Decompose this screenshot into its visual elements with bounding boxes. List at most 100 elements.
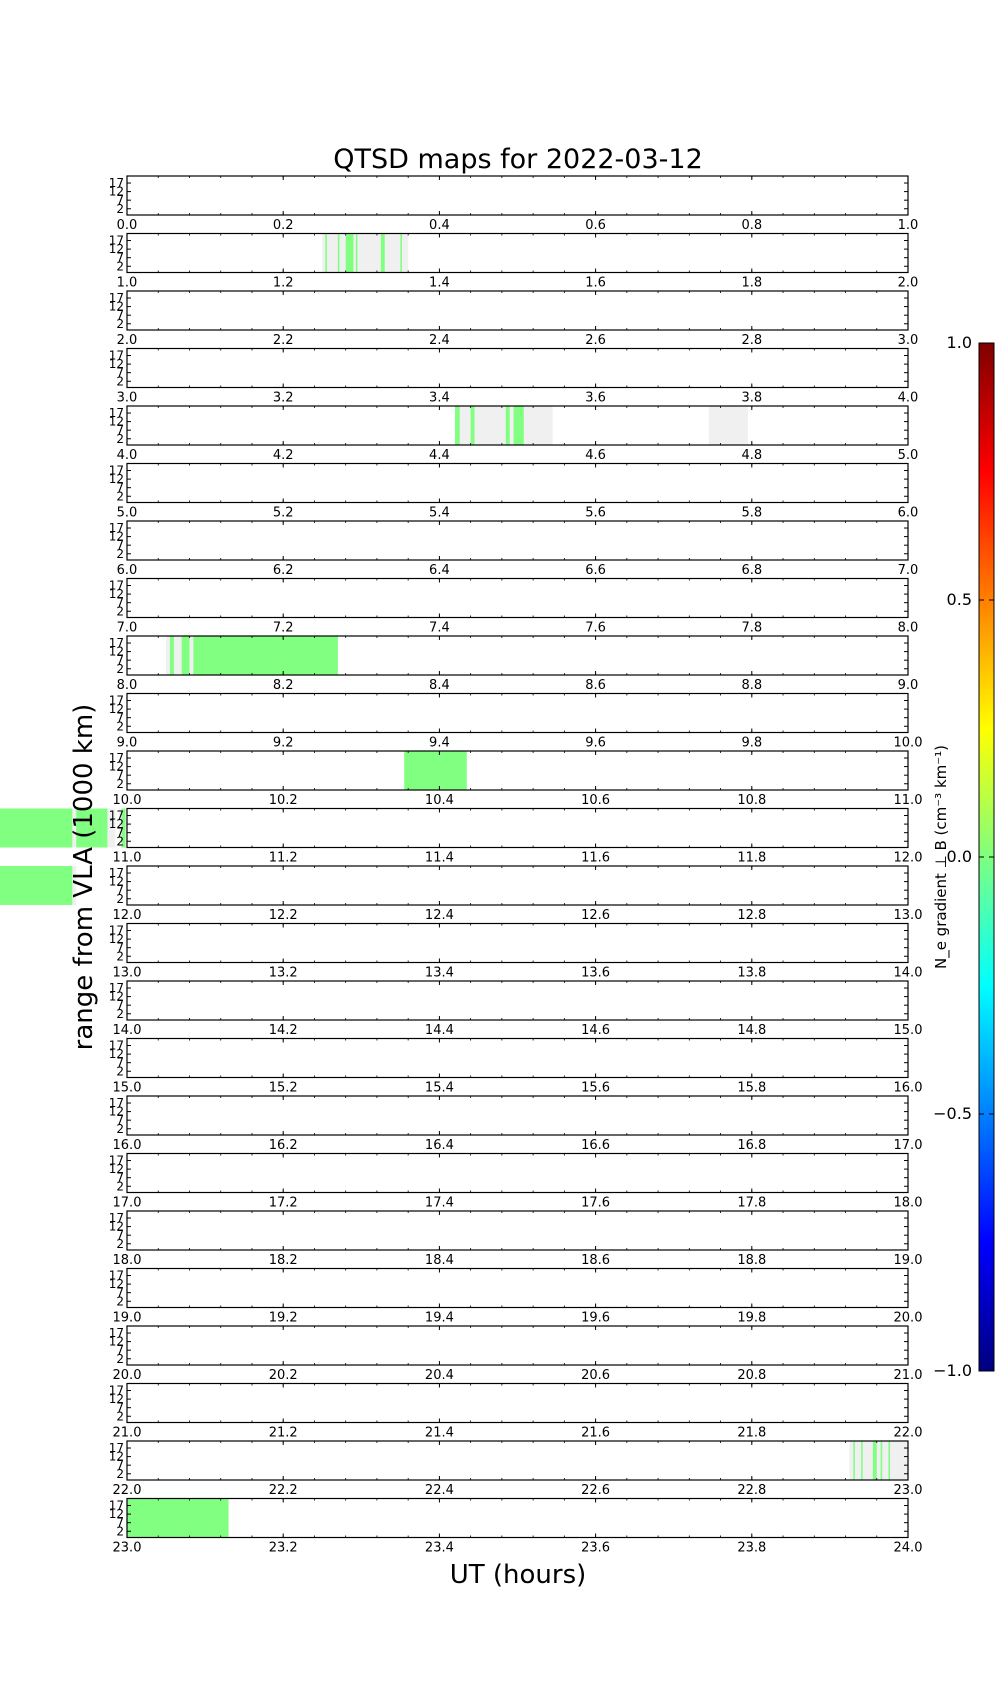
x-tick-label: 8.2 xyxy=(273,678,294,693)
x-tick-label: 7.2 xyxy=(273,621,294,636)
x-tick-label: 19.8 xyxy=(737,1311,766,1326)
gradient-block xyxy=(404,751,467,790)
x-tick-label: 11.4 xyxy=(425,851,454,866)
gradient-block xyxy=(181,636,190,675)
panel-frame xyxy=(126,635,909,676)
x-tick-label: 22.2 xyxy=(269,1483,298,1498)
y-tick-label: 17 xyxy=(109,579,124,593)
y-tick-label: 17 xyxy=(109,521,124,535)
x-tick-label: 4.0 xyxy=(898,391,919,406)
x-tick-label: 17.0 xyxy=(894,1138,923,1153)
x-tick-label: 22.6 xyxy=(581,1483,610,1498)
panel-frame xyxy=(126,577,909,619)
x-tick-label: 4.2 xyxy=(273,448,294,463)
x-tick-label: 15.4 xyxy=(425,1081,454,1096)
y-tick-label: 12 xyxy=(109,472,124,486)
x-tick-label: 9.0 xyxy=(898,678,919,693)
y-tick-label: 17 xyxy=(109,866,124,880)
x-tick-label: 14.0 xyxy=(113,1023,142,1038)
x-tick-label: 9.2 xyxy=(273,736,294,751)
y-tick-label: 2 xyxy=(116,719,124,733)
x-tick-label: 16.4 xyxy=(425,1138,454,1153)
panel-frame xyxy=(126,462,909,504)
x-tick-label: 11.0 xyxy=(894,793,923,808)
x-tick-label: 10.8 xyxy=(737,793,766,808)
x-tick-label: 18.0 xyxy=(894,1196,923,1211)
y-tick-label: 12 xyxy=(109,1277,124,1291)
panel-frame xyxy=(126,1267,909,1309)
gradient-block xyxy=(853,1441,855,1480)
x-tick-label: 19.4 xyxy=(425,1311,454,1326)
panel-frame xyxy=(126,232,909,274)
x-tick-label: 1.2 xyxy=(273,276,294,291)
x-tick-label: 1.4 xyxy=(429,276,450,291)
y-tick-label: 12 xyxy=(109,1392,124,1406)
gradient-block xyxy=(513,406,524,445)
y-tick-label: 12 xyxy=(109,1450,124,1464)
y-axis-label: range from VLA (1000 km) xyxy=(69,704,99,1051)
y-tick-label: 17 xyxy=(109,1326,124,1340)
x-tick-label: 22.0 xyxy=(894,1426,923,1441)
x-tick-label: 10.6 xyxy=(581,793,610,808)
chart-title: QTSD maps for 2022-03-12 xyxy=(333,144,703,175)
x-tick-label: 10.4 xyxy=(425,793,454,808)
x-tick-label: 14.8 xyxy=(737,1023,766,1038)
x-tick-label: 18.4 xyxy=(425,1253,454,1268)
y-tick-label: 2 xyxy=(116,374,124,388)
gradient-block xyxy=(325,233,327,273)
x-tick-label: 23.6 xyxy=(581,1541,610,1556)
y-tick-label: 7 xyxy=(116,1056,124,1070)
x-tick-label: 3.0 xyxy=(117,391,138,406)
x-tick-label: 12.0 xyxy=(113,908,142,923)
panel-frame xyxy=(126,1325,909,1366)
x-tick-label: 6.2 xyxy=(273,563,294,578)
x-tick-label: 10.0 xyxy=(113,793,142,808)
y-tick-label: 2 xyxy=(116,1409,124,1423)
x-tick-label: 11.6 xyxy=(581,851,610,866)
y-tick-label: 7 xyxy=(116,883,124,897)
x-tick-label: 18.8 xyxy=(737,1253,766,1268)
panel-frame xyxy=(126,175,909,216)
y-tick-label: 7 xyxy=(116,1113,124,1127)
x-tick-label: 4.8 xyxy=(741,448,762,463)
y-tick-label: 7 xyxy=(116,538,124,552)
panel-frame xyxy=(126,1095,909,1136)
x-tick-label: 23.8 xyxy=(737,1541,766,1556)
y-tick-label: 7 xyxy=(116,1228,124,1242)
gradient-block xyxy=(455,406,459,445)
y-tick-label: 12 xyxy=(109,242,124,256)
y-tick-label: 7 xyxy=(116,596,124,610)
y-tick-label: 2 xyxy=(116,1294,124,1308)
gradient-block xyxy=(872,1441,877,1480)
x-tick-label: 13.2 xyxy=(269,966,298,981)
x-tick-label: 22.4 xyxy=(425,1483,454,1498)
y-tick-label: 12 xyxy=(109,760,124,774)
x-tick-label: 5.0 xyxy=(898,448,919,463)
x-tick-label: 10.2 xyxy=(269,793,298,808)
x-tick-label: 16.6 xyxy=(581,1138,610,1153)
x-tick-label: 3.0 xyxy=(898,333,919,348)
gradient-block xyxy=(193,636,338,675)
gradient-block xyxy=(355,233,358,273)
x-tick-label: 6.0 xyxy=(898,506,919,521)
x-tick-label: 3.6 xyxy=(585,391,606,406)
y-tick-label: 2 xyxy=(116,834,124,848)
y-tick-label: 12 xyxy=(109,300,124,314)
y-tick-label: 12 xyxy=(109,702,124,716)
y-tick-label: 7 xyxy=(116,941,124,955)
y-tick-label: 7 xyxy=(116,1458,124,1472)
x-tick-label: 18.2 xyxy=(269,1253,298,1268)
x-tick-label: 15.0 xyxy=(894,1023,923,1038)
x-tick-label: 2.8 xyxy=(741,333,762,348)
y-tick-label: 17 xyxy=(109,1211,124,1225)
x-tick-label: 8.0 xyxy=(117,678,138,693)
x-tick-label: 14.0 xyxy=(894,966,923,981)
y-tick-label: 2 xyxy=(116,1064,124,1078)
x-tick-label: 23.2 xyxy=(269,1541,298,1556)
panel-frame xyxy=(126,1382,909,1424)
